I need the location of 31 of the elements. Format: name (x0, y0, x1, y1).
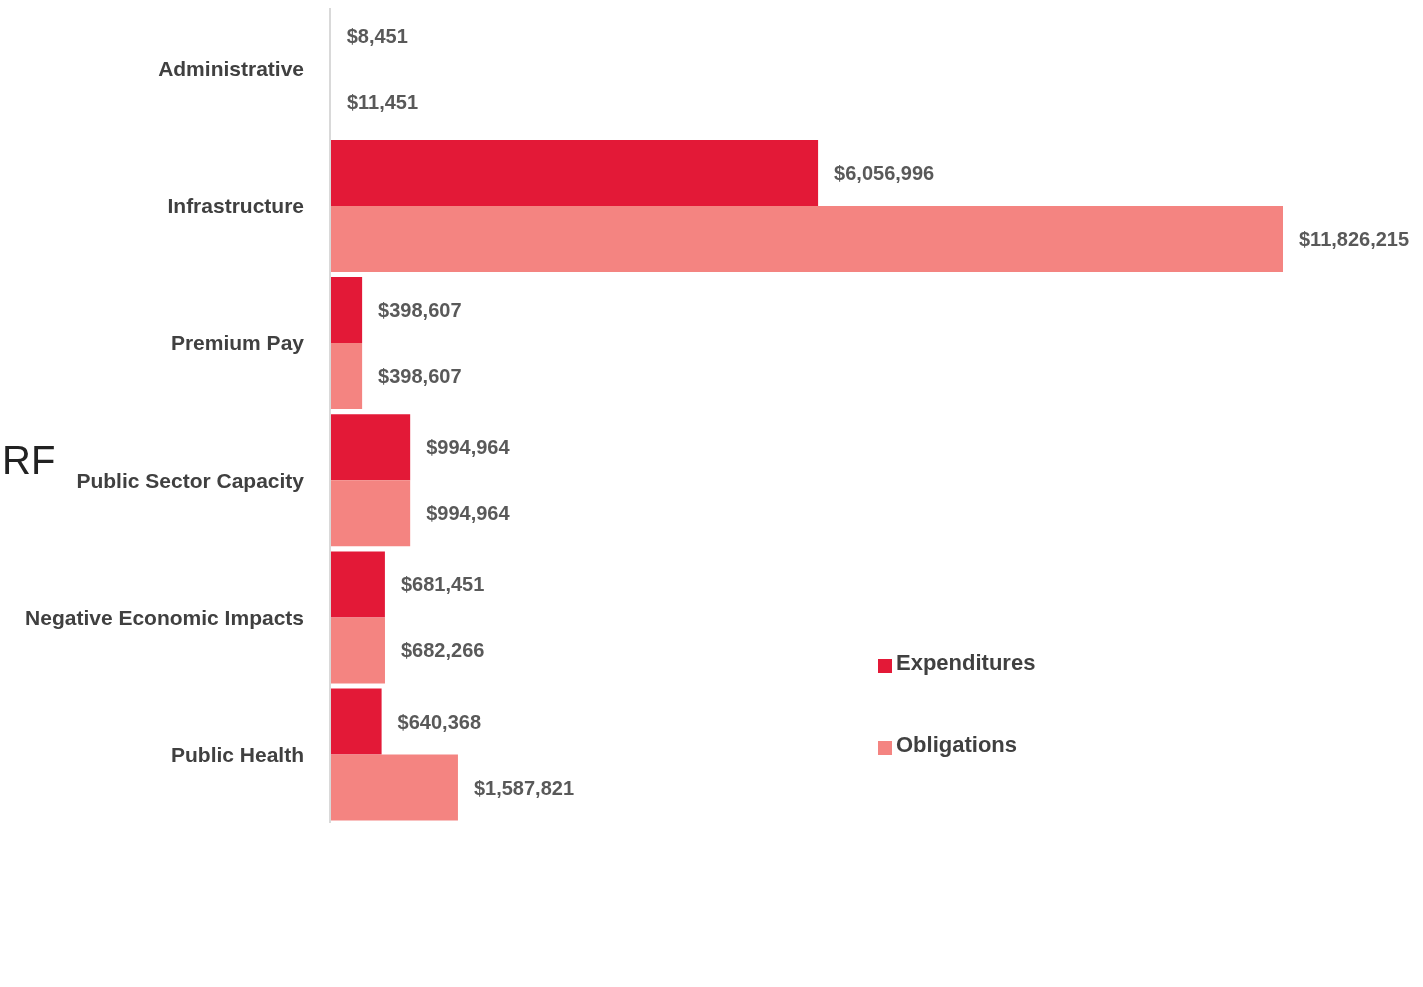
data-label: $8,451 (346, 24, 408, 47)
bar (330, 414, 411, 481)
data-label: $682,266 (400, 639, 485, 662)
y-tick-label: Public Health (170, 742, 304, 766)
bar (330, 617, 385, 684)
data-label: $6,056,996 (834, 161, 935, 184)
y-tick-label: Public Sector Capacity (76, 468, 305, 492)
bar (330, 754, 458, 821)
y-tick-label: Infrastructure (167, 194, 304, 218)
data-label: $11,451 (346, 90, 419, 113)
bar (330, 688, 382, 755)
bar (330, 277, 363, 344)
data-label: $681,451 (400, 573, 485, 596)
bar (330, 139, 819, 206)
legend-label: Expenditures (896, 650, 1036, 675)
data-label: $640,368 (397, 710, 482, 733)
bar (330, 480, 411, 547)
y-tick-label: Negative Economic Impacts (25, 605, 304, 629)
data-label: $398,607 (378, 365, 462, 388)
bar (330, 551, 385, 618)
y-tick-label: Administrative (158, 57, 304, 81)
bar (330, 343, 363, 410)
data-label: $11,826,215 (1299, 227, 1410, 250)
y-tick-label: Premium Pay (170, 331, 305, 355)
data-label: $994,964 (426, 502, 511, 525)
data-label: $1,587,821 (473, 776, 575, 799)
text: RF (2, 438, 56, 483)
data-label: $398,607 (378, 299, 462, 322)
legend-label: Obligations (896, 732, 1017, 757)
bar (330, 205, 1283, 272)
data-label: $994,964 (426, 436, 511, 459)
